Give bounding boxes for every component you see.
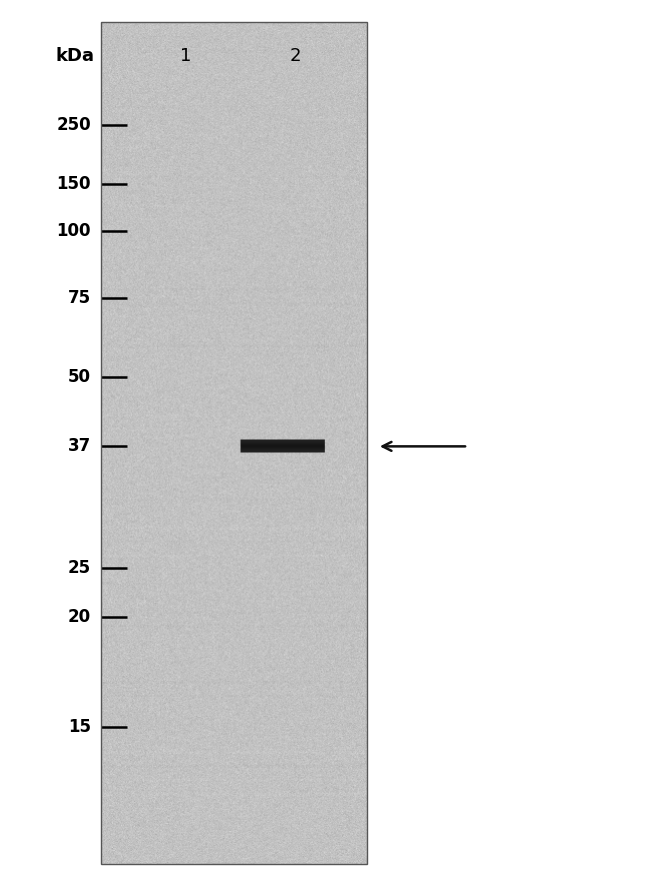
Text: 25: 25	[68, 558, 91, 577]
Text: 150: 150	[57, 175, 91, 193]
Bar	[101, 22, 367, 864]
Text: 15: 15	[68, 718, 91, 735]
Text: 1: 1	[179, 47, 191, 65]
Text: 75: 75	[68, 289, 91, 307]
Text: 37: 37	[68, 438, 91, 455]
Text: kDa: kDa	[55, 47, 94, 65]
Text: 20: 20	[68, 608, 91, 626]
Text: 50: 50	[68, 369, 91, 386]
Text: 100: 100	[57, 222, 91, 240]
Text: 250: 250	[57, 116, 91, 134]
Text: 2: 2	[290, 47, 302, 65]
